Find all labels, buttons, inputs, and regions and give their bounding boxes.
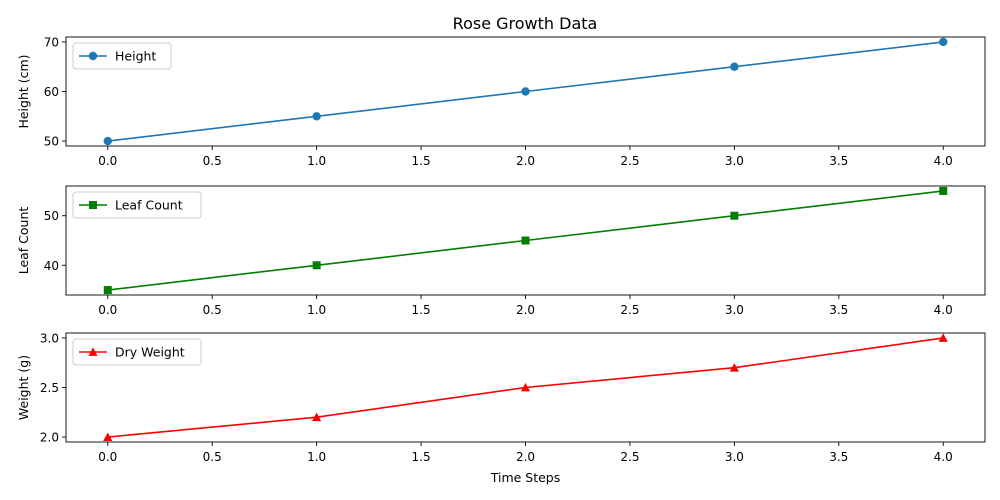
- y-tick-label: 70: [44, 35, 59, 49]
- y-axis-label: Weight (g): [16, 355, 31, 420]
- data-point: [312, 412, 322, 422]
- data-point: [730, 211, 739, 220]
- x-tick-label: 4.0: [934, 303, 953, 317]
- data-point: [520, 382, 531, 392]
- data-point: [729, 363, 739, 372]
- x-tick-label: 1.0: [307, 450, 326, 464]
- data-point: [103, 286, 112, 295]
- y-axis-label: Leaf Count: [16, 207, 31, 275]
- legend: Dry Weight: [72, 338, 202, 366]
- y-axis-label: Height (cm): [16, 54, 31, 128]
- legend-marker: [89, 201, 97, 209]
- plot-frame: [65, 332, 986, 443]
- x-tick-label: 0.0: [98, 154, 117, 168]
- legend-marker: [88, 347, 98, 356]
- data-point: [312, 112, 321, 121]
- x-tick-label: 2.0: [516, 154, 535, 168]
- x-tick-label: 1.5: [412, 450, 431, 464]
- y-tick-label: 50: [44, 135, 59, 149]
- x-tick-label: 0.5: [203, 154, 222, 168]
- y-tick-label: 2.5: [40, 381, 59, 395]
- x-tick-label: 1.5: [412, 303, 431, 317]
- x-axis-label: Time Steps: [490, 470, 561, 485]
- legend-entry: Leaf Count: [115, 198, 183, 213]
- x-tick-label: 3.0: [725, 303, 744, 317]
- data-point: [103, 136, 112, 146]
- x-tick-label: 3.5: [829, 450, 848, 464]
- data-point: [312, 261, 321, 270]
- x-tick-label: 2.5: [620, 450, 639, 464]
- x-tick-label: 4.0: [934, 450, 953, 464]
- x-tick-label: 0.5: [203, 303, 222, 317]
- data-point: [103, 432, 113, 441]
- legend-entry: Dry Weight: [115, 345, 185, 360]
- y-tick-label: 60: [44, 85, 59, 99]
- x-tick-label: 3.0: [725, 154, 744, 168]
- plot-frame: [65, 185, 986, 296]
- legend: Height: [72, 42, 172, 70]
- x-tick-label: 1.0: [307, 154, 326, 168]
- y-tick-label: 3.0: [40, 331, 59, 345]
- x-tick-label: 0.5: [203, 450, 222, 464]
- y-tick-label: 2.0: [40, 431, 59, 445]
- x-tick-label: 2.0: [516, 303, 535, 317]
- subplot-2: 0.0 0.5 1.0 1.5 2.0 2.5 3.0 3.5 4.0 40 50 Leaf Coun…: [16, 185, 986, 317]
- data-point: [521, 236, 530, 245]
- x-tick-label: 2.5: [620, 303, 639, 317]
- x-tick-label: 1.0: [307, 303, 326, 317]
- x-tick-label: 0.0: [98, 303, 117, 317]
- legend-box: [72, 42, 172, 70]
- figure-title: Rose Growth Data: [453, 14, 598, 33]
- x-tick-label: 3.0: [725, 450, 744, 464]
- y-tick-label: 40: [44, 259, 59, 273]
- x-tick-label: 3.5: [829, 303, 848, 317]
- x-tick-label: 3.5: [829, 154, 848, 168]
- data-point: [938, 333, 948, 342]
- data-point: [939, 37, 948, 47]
- data-point: [521, 87, 530, 96]
- data-point: [730, 62, 739, 71]
- legend-box: [72, 191, 202, 219]
- data-point: [939, 186, 948, 195]
- legend-entry: Height: [115, 49, 156, 64]
- legend-box: [72, 338, 202, 366]
- subplot-1: 0.0 0.5 1.0 1.5 2.0 2.5 3.0 3.5 4.0 50 60 70 Height …: [16, 35, 986, 168]
- plot-frame: [65, 36, 986, 147]
- legend: Leaf Count: [72, 191, 202, 219]
- x-tick-label: 0.0: [98, 450, 117, 464]
- y-tick-label: 50: [44, 209, 59, 223]
- x-tick-label: 4.0: [934, 154, 953, 168]
- subplot-3: 0.0 0.5 1.0 1.5 2.0 2.5 3.0 3.5 4.0 2.0 2.5 3.0 Weig…: [16, 331, 986, 485]
- legend-marker: [88, 51, 98, 61]
- x-tick-label: 2.0: [516, 450, 535, 464]
- x-tick-label: 1.5: [412, 154, 431, 168]
- x-tick-label: 2.5: [620, 154, 639, 168]
